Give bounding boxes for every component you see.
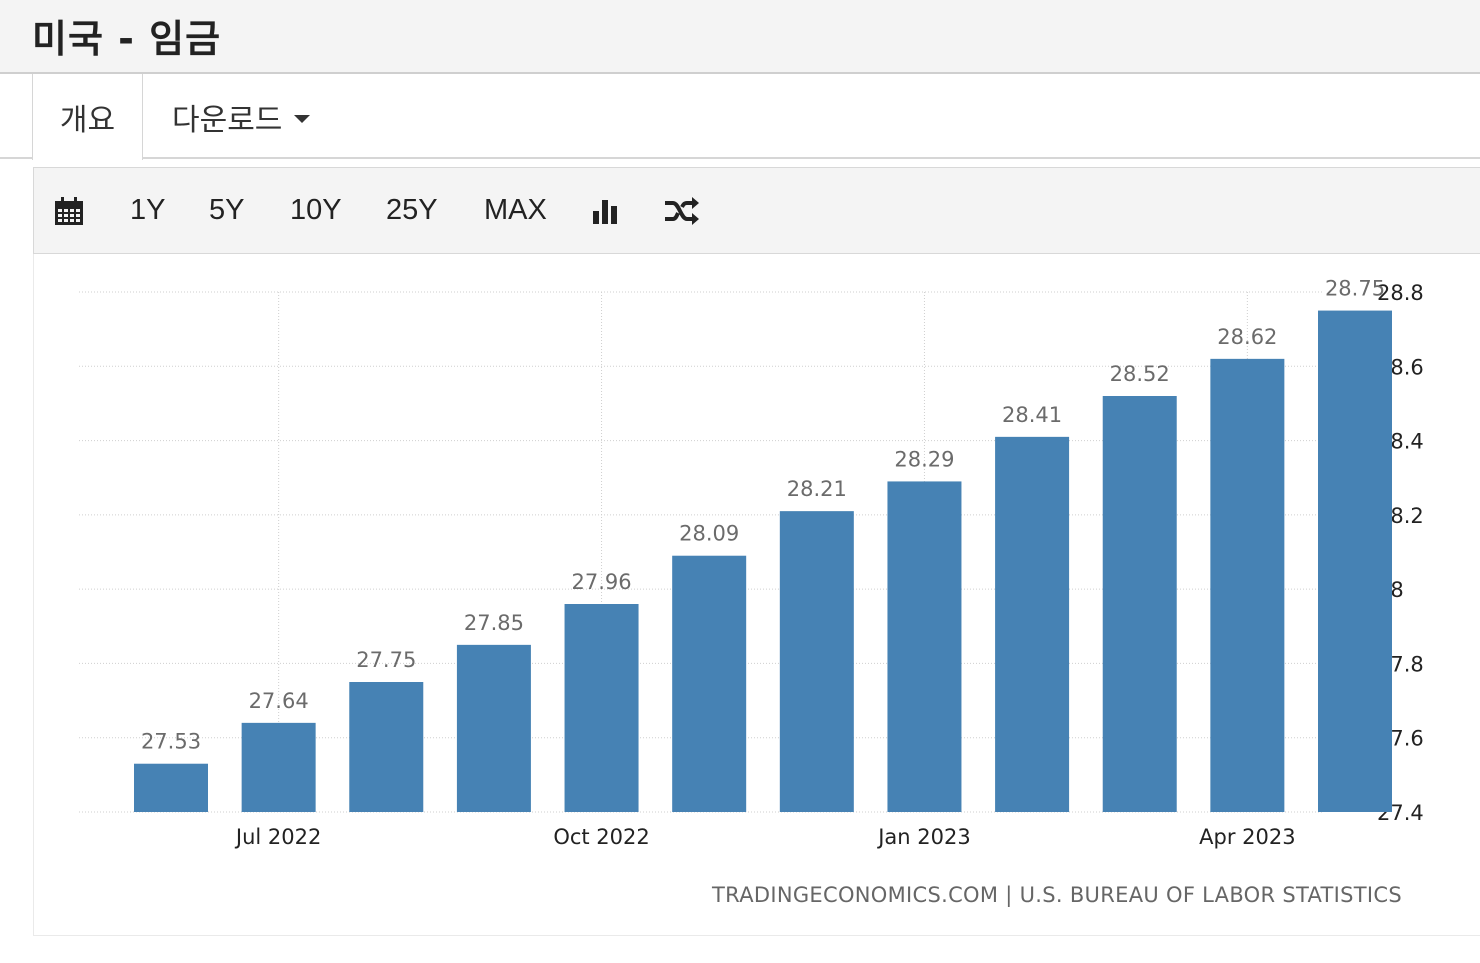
tab-divider [0, 157, 1480, 159]
shuffle-icon[interactable] [664, 168, 700, 253]
bar-value-label: 28.29 [894, 447, 954, 471]
bar-value-label: 28.41 [1002, 403, 1062, 427]
bar [779, 511, 854, 812]
range-1y-button[interactable]: 1Y [130, 194, 166, 226]
bar [349, 682, 424, 812]
range-10y-button[interactable]: 10Y [290, 194, 342, 226]
x-tick-label: Jul 2022 [234, 825, 321, 849]
chart-source: TRADINGECONOMICS.COM | U.S. BUREAU OF LA… [712, 883, 1402, 907]
bar [241, 722, 316, 812]
bar [1318, 310, 1392, 812]
bar [672, 555, 747, 812]
bar-value-label: 27.64 [249, 689, 309, 713]
bar [456, 644, 531, 812]
tab-download-label: 다운로드 [172, 103, 283, 138]
bar [887, 481, 962, 812]
x-tick-label: Apr 2023 [1199, 825, 1295, 849]
bar-value-label: 27.85 [464, 611, 524, 635]
x-tick-label: Oct 2022 [553, 825, 649, 849]
bar-value-label: 28.75 [1325, 277, 1385, 301]
calendar-icon[interactable] [54, 168, 84, 253]
bar-chart-icon[interactable] [592, 168, 622, 253]
bar-value-label: 28.09 [679, 522, 739, 546]
range-max-button[interactable]: MAX [484, 194, 547, 226]
bar [995, 436, 1070, 812]
bar-value-label: 28.21 [787, 477, 847, 501]
page-header: 미국 - 임금 [0, 0, 1480, 74]
tab-bar [0, 74, 1480, 160]
bar-value-label: 28.62 [1217, 325, 1277, 349]
bar-value-label: 27.96 [571, 570, 631, 594]
caret-down-icon [294, 115, 311, 123]
bar-value-label: 28.52 [1110, 362, 1170, 386]
y-tick-label: 28.8 [1377, 281, 1424, 305]
bar-value-label: 27.75 [356, 648, 416, 672]
bar [134, 763, 208, 812]
tab-overview[interactable]: 개요 [32, 74, 143, 160]
bar-value-label: 27.53 [141, 730, 201, 754]
tab-download[interactable]: 다운로드 [172, 74, 311, 160]
range-25y-button[interactable]: 25Y [386, 194, 438, 226]
range-5y-button[interactable]: 5Y [209, 194, 245, 226]
bar [564, 604, 639, 812]
x-tick-label: Jan 2023 [876, 825, 971, 849]
page-title: 미국 - 임금 [32, 17, 222, 61]
bar [1102, 396, 1177, 812]
chart-toolbar: 1Y 5Y 10Y 25Y MAX [33, 167, 1480, 254]
bar [1210, 358, 1285, 812]
